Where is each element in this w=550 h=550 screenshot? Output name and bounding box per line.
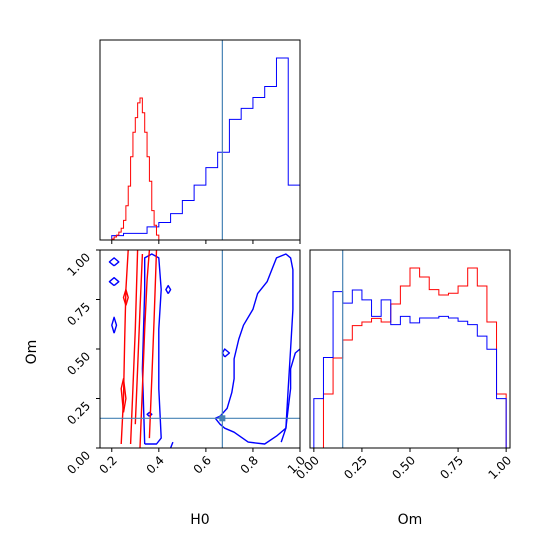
- contour-blue-0: [141, 253, 162, 445]
- x-axis-label-h0: H0: [190, 512, 209, 528]
- om-tick-label-1: 0.25: [341, 453, 370, 482]
- om-left-tick-label-4: 1.00: [64, 250, 93, 279]
- contour-red-4: [134, 253, 144, 425]
- om-hist-red: [313, 267, 507, 448]
- h0-tick-label-0: 0.2: [96, 453, 119, 476]
- contour-blue-3: [111, 316, 118, 334]
- om-histogram-panel: 0.00 0.25 0.50 0.75 1.00: [293, 249, 514, 482]
- om-left-tick-label-1: 0.25: [64, 399, 93, 428]
- om-tick-label-3: 0.75: [437, 453, 466, 482]
- contour-red-1: [129, 250, 139, 445]
- om-tick-label-4: 1.00: [485, 453, 514, 482]
- om-left-tick-label-2: 0.50: [64, 349, 93, 378]
- y-axis-label-om: Om: [24, 340, 40, 365]
- truth-marker: [219, 415, 226, 422]
- h0-tick-label-2: 0.6: [191, 453, 214, 476]
- contour-blue-1: [108, 257, 120, 267]
- om-left-tick-label-0: 0.00: [64, 448, 93, 477]
- contour-red-3: [148, 250, 158, 439]
- contour-blue-4: [165, 284, 172, 294]
- h0-histogram-panel: [99, 39, 301, 244]
- contour-red-2: [139, 250, 151, 448]
- h0-om-contour-panel: 0.2 0.4 0.6 0.8 1.00.000.250.500.751.00: [64, 249, 308, 477]
- om-tick-label-2: 0.50: [389, 453, 418, 482]
- contour-blue-6: [221, 348, 231, 358]
- h0-tick-label-3: 0.8: [238, 453, 261, 476]
- contour-blue-9: [169, 441, 174, 448]
- contour-blue-2: [108, 277, 120, 287]
- contour-red-5: [120, 378, 127, 413]
- contour-blue-8: [280, 348, 300, 443]
- h0-hist-blue: [111, 57, 300, 240]
- om-left-tick-label-3: 0.75: [64, 300, 93, 329]
- h0-hist-red: [111, 97, 160, 240]
- h0-tick-label-1: 0.4: [144, 453, 167, 476]
- contour-blue-7: [214, 253, 294, 445]
- contour-red-6: [122, 288, 129, 306]
- contour-red-0: [120, 250, 129, 445]
- x-axis-label-om: Om: [398, 512, 423, 528]
- h0-histogram-frame: [99, 39, 301, 241]
